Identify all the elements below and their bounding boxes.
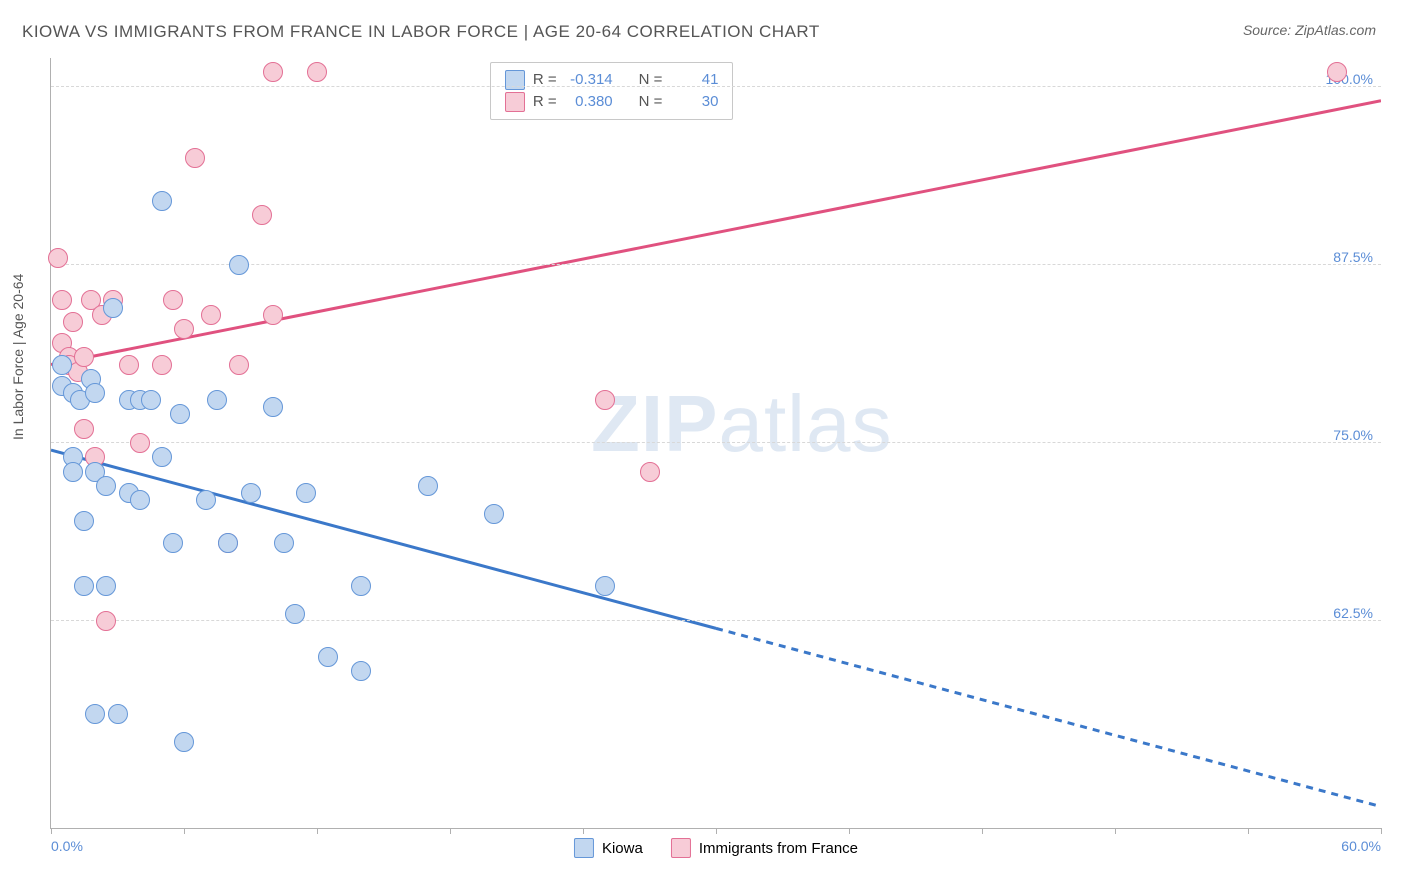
- data-point-kiowa: [285, 604, 305, 624]
- data-point-kiowa: [274, 533, 294, 553]
- correlation-stats-box: R = -0.314 N = 41 R = 0.380 N = 30: [490, 62, 734, 120]
- gridline: [51, 86, 1381, 87]
- data-point-france: [163, 290, 183, 310]
- gridline: [51, 620, 1381, 621]
- data-point-kiowa: [85, 383, 105, 403]
- stats-row-kiowa: R = -0.314 N = 41: [505, 69, 719, 91]
- data-point-kiowa: [63, 462, 83, 482]
- data-point-france: [63, 312, 83, 332]
- data-point-france: [74, 419, 94, 439]
- stats-row-france: R = 0.380 N = 30: [505, 91, 719, 113]
- gridline: [51, 264, 1381, 265]
- data-point-kiowa: [218, 533, 238, 553]
- x-tick: [450, 828, 451, 834]
- series-legend: Kiowa Immigrants from France: [574, 838, 858, 858]
- x-tick: [1381, 828, 1382, 834]
- data-point-france: [130, 433, 150, 453]
- swatch-france: [671, 838, 691, 858]
- x-tick: [184, 828, 185, 834]
- data-point-kiowa: [351, 661, 371, 681]
- data-point-kiowa: [207, 390, 227, 410]
- x-tick: [1248, 828, 1249, 834]
- x-tick: [982, 828, 983, 834]
- x-tick-label: 0.0%: [51, 838, 83, 854]
- data-point-france: [174, 319, 194, 339]
- data-point-france: [263, 62, 283, 82]
- data-point-kiowa: [152, 191, 172, 211]
- data-point-kiowa: [74, 511, 94, 531]
- data-point-france: [185, 148, 205, 168]
- data-point-kiowa: [163, 533, 183, 553]
- data-point-france: [152, 355, 172, 375]
- swatch-kiowa: [505, 70, 525, 90]
- data-point-france: [119, 355, 139, 375]
- data-point-france: [595, 390, 615, 410]
- data-point-kiowa: [74, 576, 94, 596]
- data-point-kiowa: [170, 404, 190, 424]
- data-point-france: [201, 305, 221, 325]
- data-point-kiowa: [484, 504, 504, 524]
- data-point-kiowa: [174, 732, 194, 752]
- x-tick: [716, 828, 717, 834]
- data-point-kiowa: [103, 298, 123, 318]
- data-point-france: [263, 305, 283, 325]
- swatch-france: [505, 92, 525, 112]
- swatch-kiowa: [574, 838, 594, 858]
- data-point-kiowa: [96, 476, 116, 496]
- legend-item-kiowa: Kiowa: [574, 838, 643, 858]
- data-point-kiowa: [418, 476, 438, 496]
- data-point-france: [52, 290, 72, 310]
- x-tick: [583, 828, 584, 834]
- data-point-france: [1327, 62, 1347, 82]
- source-attribution: Source: ZipAtlas.com: [1243, 22, 1376, 38]
- data-point-kiowa: [96, 576, 116, 596]
- data-point-france: [74, 347, 94, 367]
- x-tick-label: 60.0%: [1341, 838, 1381, 854]
- data-point-france: [640, 462, 660, 482]
- data-point-kiowa: [108, 704, 128, 724]
- y-tick-label: 75.0%: [1333, 427, 1373, 443]
- data-point-kiowa: [263, 397, 283, 417]
- x-tick: [1115, 828, 1116, 834]
- gridline: [51, 442, 1381, 443]
- trend-lines-layer: [51, 58, 1381, 828]
- y-tick-label: 87.5%: [1333, 249, 1373, 265]
- scatter-chart-area: ZIPatlas R = -0.314 N = 41 R = 0.380 N =…: [50, 58, 1381, 829]
- data-point-france: [48, 248, 68, 268]
- y-tick-label: 62.5%: [1333, 605, 1373, 621]
- data-point-kiowa: [595, 576, 615, 596]
- legend-item-france: Immigrants from France: [671, 838, 858, 858]
- data-point-kiowa: [141, 390, 161, 410]
- x-tick: [849, 828, 850, 834]
- y-axis-label: In Labor Force | Age 20-64: [10, 274, 26, 440]
- data-point-kiowa: [85, 704, 105, 724]
- data-point-kiowa: [229, 255, 249, 275]
- chart-title: KIOWA VS IMMIGRANTS FROM FRANCE IN LABOR…: [22, 22, 820, 42]
- x-tick: [51, 828, 52, 834]
- data-point-kiowa: [152, 447, 172, 467]
- data-point-kiowa: [318, 647, 338, 667]
- watermark-text: ZIPatlas: [591, 378, 892, 470]
- data-point-kiowa: [196, 490, 216, 510]
- data-point-kiowa: [296, 483, 316, 503]
- data-point-kiowa: [130, 490, 150, 510]
- data-point-france: [96, 611, 116, 631]
- x-tick: [317, 828, 318, 834]
- data-point-france: [252, 205, 272, 225]
- data-point-france: [229, 355, 249, 375]
- data-point-kiowa: [241, 483, 261, 503]
- data-point-kiowa: [351, 576, 371, 596]
- data-point-france: [307, 62, 327, 82]
- data-point-kiowa: [52, 355, 72, 375]
